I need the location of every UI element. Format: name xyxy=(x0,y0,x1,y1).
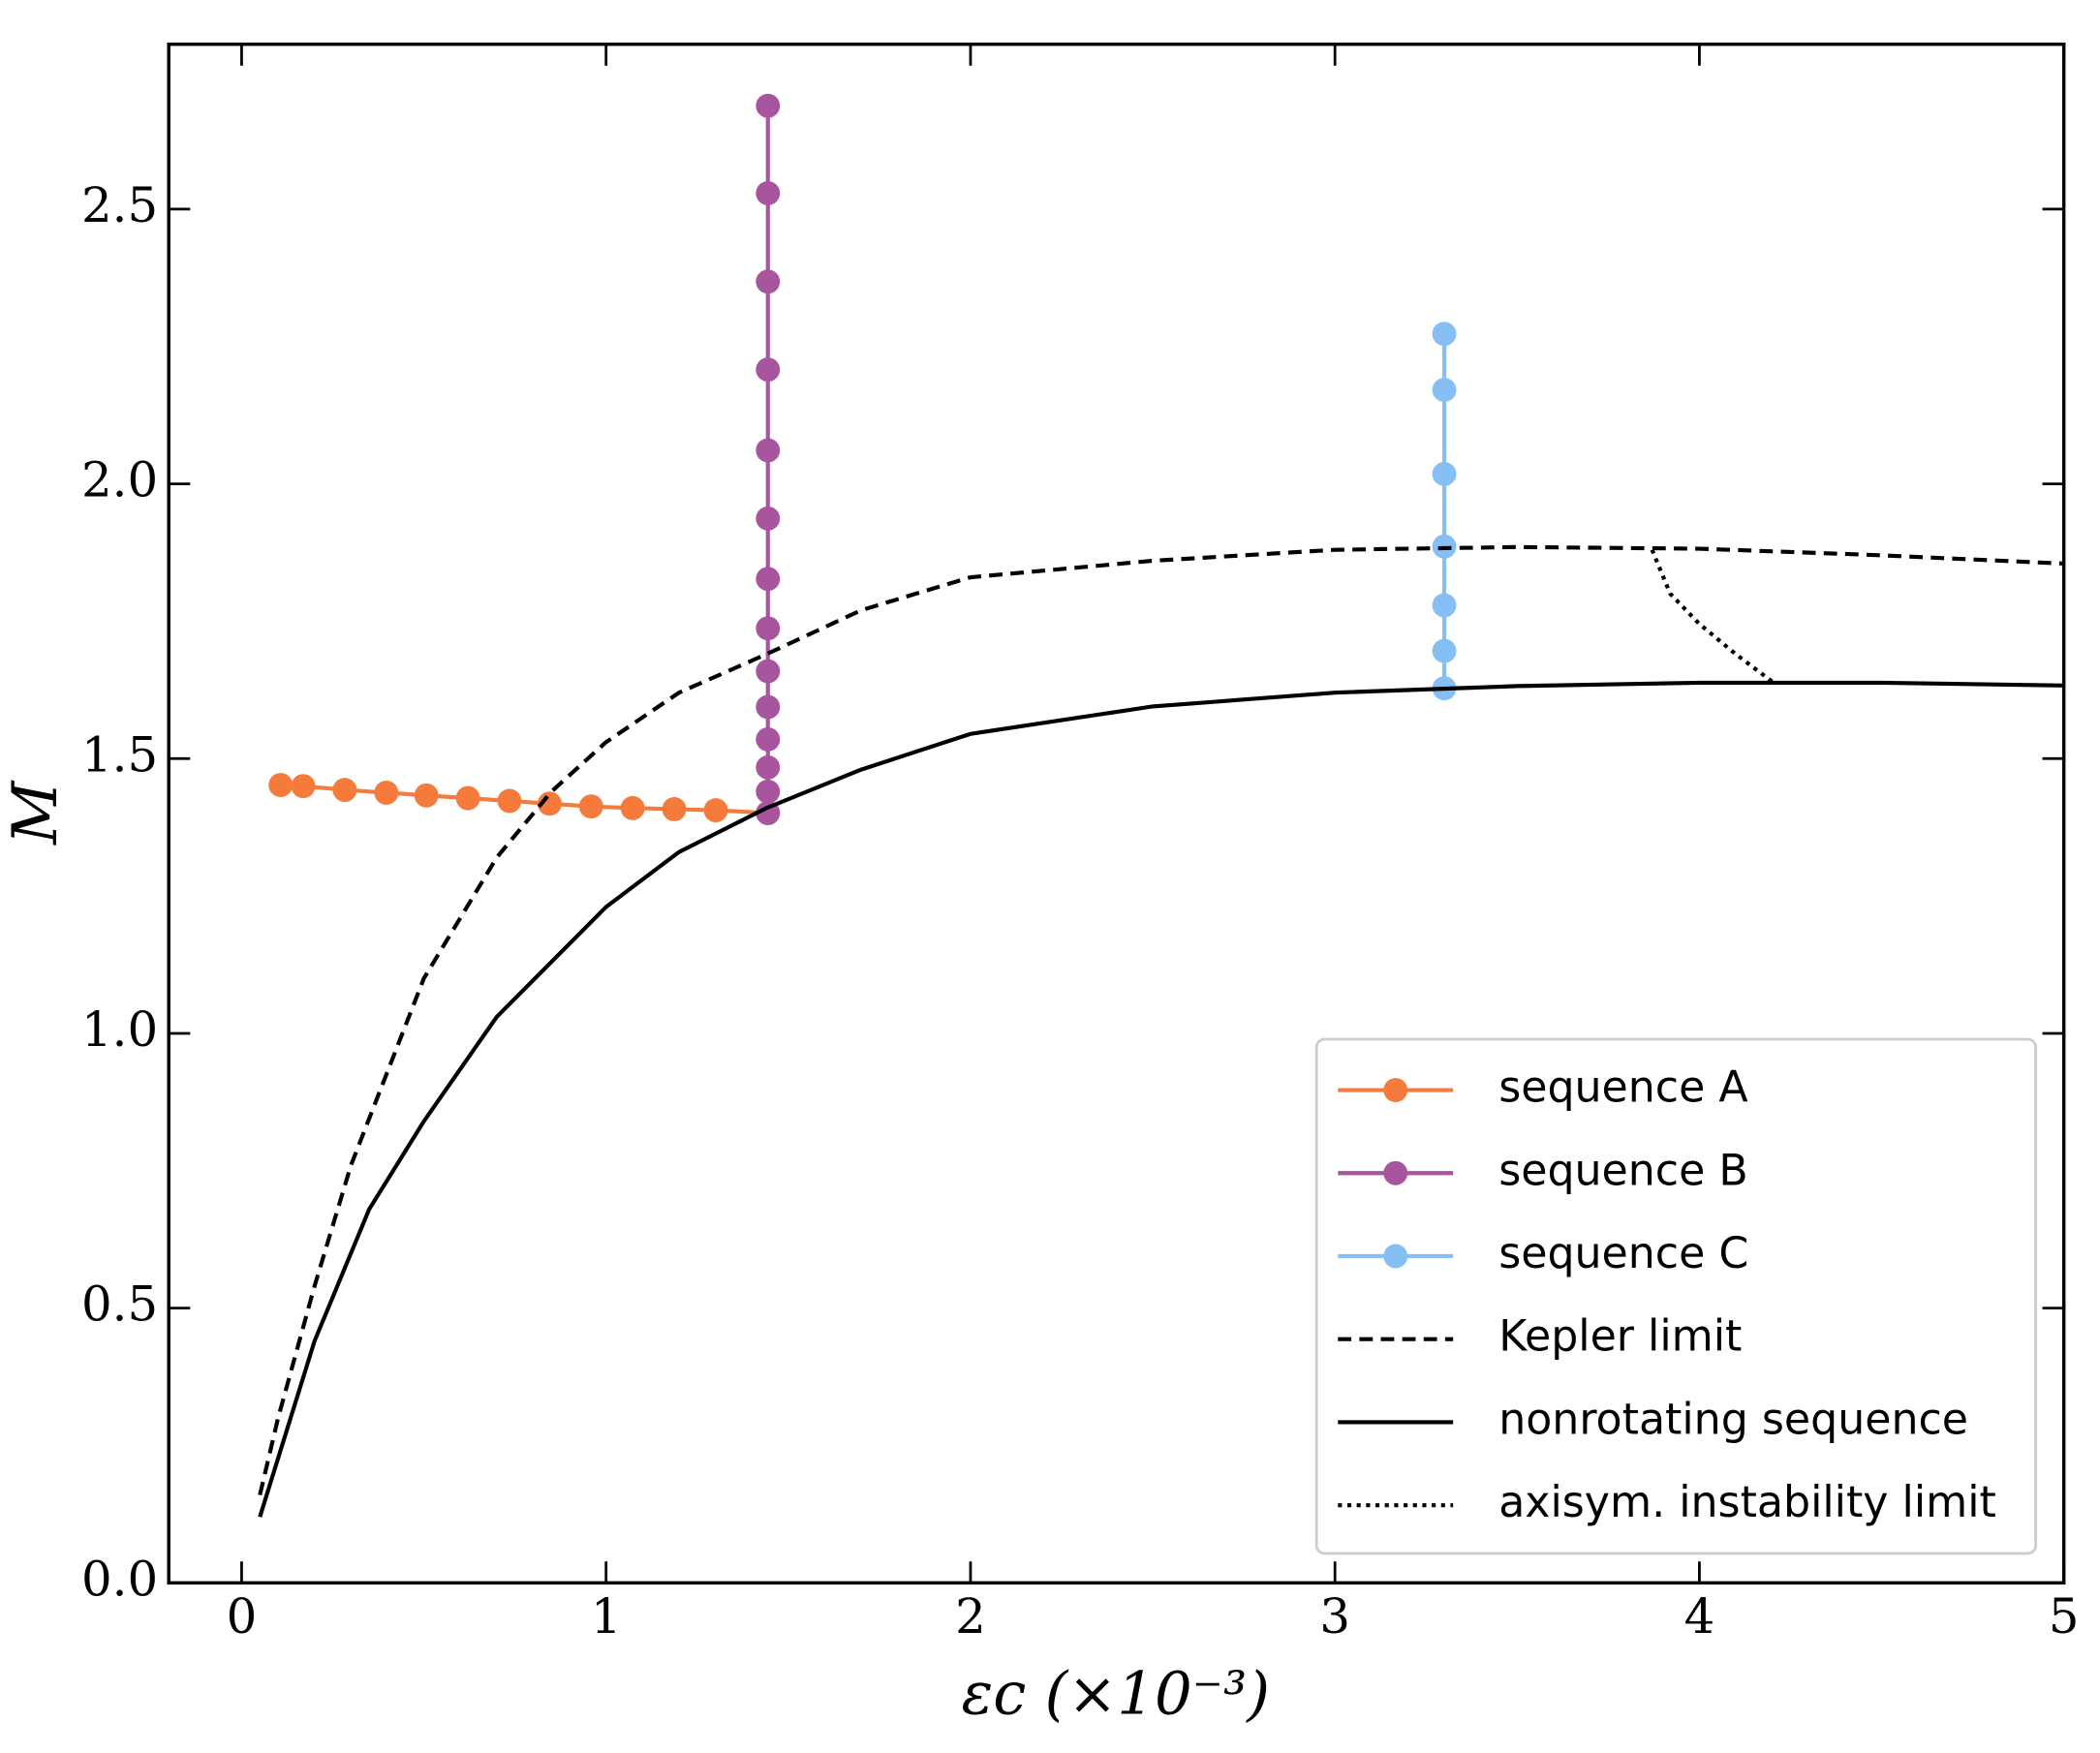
marker xyxy=(578,794,603,819)
legend-label: sequence A xyxy=(1498,1063,1747,1113)
series-line xyxy=(1650,548,1774,684)
marker xyxy=(703,798,728,823)
x-tick-label: 5 xyxy=(2049,1588,2080,1645)
y-tick-label: 2.0 xyxy=(81,452,158,508)
y-tick-label: 1.0 xyxy=(81,1001,158,1058)
legend: sequence A sequence B sequence C Kepler lim… xyxy=(1314,1037,2038,1555)
marker xyxy=(756,616,781,641)
x-tick-label: 4 xyxy=(1684,1588,1715,1645)
legend-marker xyxy=(1383,1078,1408,1102)
series-line xyxy=(258,680,2064,1518)
legend-marker xyxy=(1383,1160,1408,1185)
x-tick-label: 2 xyxy=(955,1588,986,1645)
legend-label: Kepler limit xyxy=(1498,1312,1742,1362)
x-tick-label: 1 xyxy=(591,1588,622,1645)
y-tick-label: 0.5 xyxy=(81,1276,158,1333)
series-line xyxy=(258,544,2064,1496)
marker xyxy=(756,269,781,294)
marker xyxy=(497,788,522,814)
marker xyxy=(662,797,687,821)
marker xyxy=(756,726,781,752)
marker xyxy=(756,694,781,720)
marker xyxy=(756,659,781,684)
legend-label: axisym. instability limit xyxy=(1498,1478,1996,1527)
marker xyxy=(756,180,781,205)
marker xyxy=(756,754,781,780)
marker xyxy=(1432,378,1457,403)
marker xyxy=(620,795,645,820)
marker xyxy=(1432,638,1457,663)
y-axis-label: M xyxy=(0,780,71,846)
marker xyxy=(1432,461,1457,486)
legend-box xyxy=(1314,1037,2038,1555)
legend-label: sequence B xyxy=(1498,1146,1748,1195)
marker xyxy=(537,791,562,816)
plot-frame xyxy=(167,42,2066,1585)
marker xyxy=(756,93,781,118)
x-axis-label: εc (×10⁻³) xyxy=(962,1660,1270,1728)
legend-label: sequence C xyxy=(1498,1229,1748,1278)
marker xyxy=(756,357,781,383)
marker xyxy=(291,774,316,799)
marker xyxy=(1432,593,1457,618)
marker xyxy=(756,438,781,463)
legend-marker xyxy=(1383,1244,1408,1269)
legend-label: nonrotating sequence xyxy=(1498,1395,1968,1444)
marker xyxy=(756,567,781,592)
marker xyxy=(332,778,357,803)
x-tick-label: 3 xyxy=(1319,1588,1350,1645)
marker xyxy=(756,506,781,531)
marker xyxy=(374,781,399,805)
marker xyxy=(756,779,781,804)
marker xyxy=(455,785,480,811)
marker xyxy=(1432,322,1457,347)
marker xyxy=(268,773,293,797)
marker xyxy=(414,783,439,808)
y-tick-label: 2.5 xyxy=(81,177,158,233)
y-tick-label: 0.0 xyxy=(81,1551,158,1607)
y-tick-label: 1.5 xyxy=(81,726,158,783)
x-tick-label: 0 xyxy=(227,1588,258,1645)
